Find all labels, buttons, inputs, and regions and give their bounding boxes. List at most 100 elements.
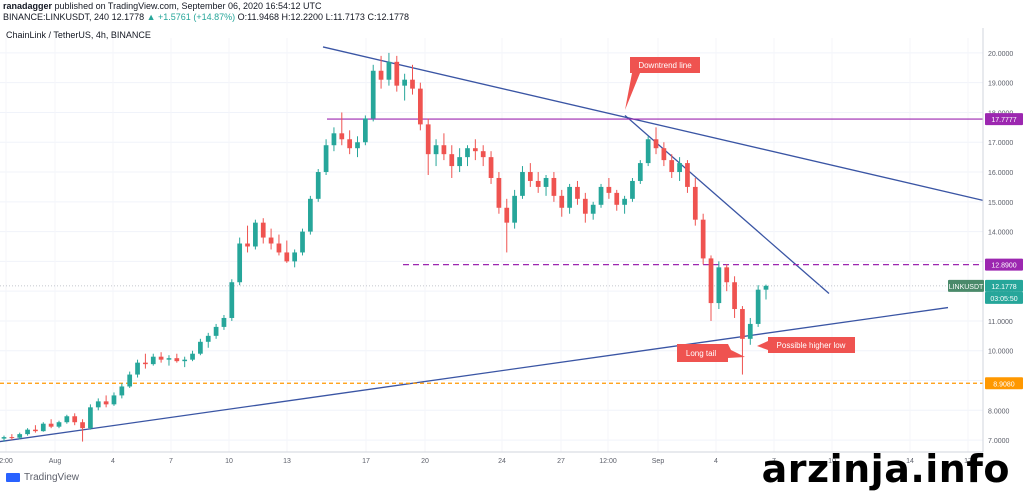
time-tick-label: 7: [772, 458, 776, 465]
candle-body: [661, 148, 667, 161]
callout-higher-low-text: Possible higher low: [777, 341, 846, 350]
candle-body: [33, 429, 38, 432]
price-label-12-8900-bg: [985, 258, 1023, 271]
candle-body: [48, 423, 54, 427]
time-tick-label: 17: [964, 458, 972, 465]
countdown-label: 03:05:50: [990, 296, 1017, 303]
ohlc-open: O:11.9468: [237, 12, 279, 22]
candle-body: [535, 180, 541, 187]
candle-body: [575, 186, 580, 199]
price-label-17-7777: 17.7777: [991, 117, 1016, 124]
candle-body: [17, 434, 23, 438]
candle-body: [582, 198, 588, 214]
candle-body: [590, 204, 596, 214]
candle-body: [488, 157, 494, 178]
candle-body: [190, 353, 195, 360]
candle-body: [614, 192, 620, 205]
chart-title: ChainLink / TetherUS, 4h, BINANCE: [6, 30, 151, 40]
time-tick-label: 20: [421, 458, 429, 465]
price-tick-label: 7.0000: [988, 438, 1010, 445]
candle-body: [150, 356, 156, 365]
candle-body: [543, 177, 549, 187]
price-change: ▲ +1.5761 (+14.87%): [146, 12, 236, 22]
candle-body: [127, 374, 133, 387]
downtrend-line: [624, 114, 830, 295]
candle-body: [370, 70, 376, 119]
candle-body: [669, 160, 675, 173]
candle-body: [480, 151, 486, 158]
ohlc-low: L:11.7173: [325, 12, 365, 22]
callout-downtrend-text: Downtrend line: [638, 61, 692, 70]
candle-body: [559, 195, 565, 208]
candle-body: [80, 422, 85, 429]
publish-line: ranadagger published on TradingView.com,…: [3, 1, 322, 11]
candle-body: [394, 61, 400, 86]
price-tick-label: 16.0000: [988, 170, 1013, 177]
symbol-info-line: BINANCE:LINKUSDT, 240 12.1778 ▲ +1.5761 …: [3, 12, 409, 22]
candle-body: [143, 362, 148, 365]
candle-body: [441, 145, 447, 155]
candle-body: [645, 139, 651, 164]
candle-body: [653, 139, 659, 149]
candle-body: [103, 401, 109, 405]
candle-body: [95, 401, 101, 408]
rising-support-line: [0, 306, 949, 443]
last-price-label-bg: [985, 279, 1023, 292]
symbol-label: LINKUSDT: [949, 284, 984, 291]
candle-body: [284, 252, 290, 262]
candle-body: [417, 88, 423, 125]
time-tick-label: 4: [111, 458, 115, 465]
candle-body: [551, 177, 557, 196]
candle-body: [755, 289, 761, 324]
price-tick-label: 10.0000: [988, 349, 1013, 356]
candle-body: [56, 422, 62, 427]
candle-body: [323, 145, 329, 173]
candle-body: [198, 341, 203, 354]
candle-body: [520, 172, 525, 196]
time-tick-label: 27: [557, 458, 565, 465]
callout-downtrend-bg: [625, 57, 700, 110]
last-price: 12.1778: [111, 12, 145, 22]
price-tick-label: 11.0000: [988, 319, 1013, 326]
candle-body: [111, 395, 117, 405]
candle-body: [402, 79, 407, 86]
candle-body: [158, 356, 164, 360]
logo-text: TradingView: [24, 472, 80, 483]
candle-body: [433, 145, 439, 155]
candle-body: [205, 335, 211, 342]
candle-body: [72, 416, 78, 423]
price-tick-label: 19.0000: [988, 81, 1013, 88]
candle-body: [245, 243, 250, 247]
price-tick-label: 20.0000: [988, 51, 1013, 58]
time-tick-label: 17: [362, 458, 370, 465]
candle-body: [677, 163, 682, 173]
grid-lines: [0, 38, 983, 452]
candle-body: [630, 180, 635, 199]
tradingview-logo-icon: [6, 473, 20, 482]
candle-body: [410, 79, 415, 89]
candle-body: [527, 172, 533, 181]
candle-body: [598, 186, 604, 205]
candle-body: [25, 429, 30, 435]
candle-body: [512, 195, 517, 223]
callout-long-tail-bg: [677, 344, 745, 362]
candle-body: [606, 186, 612, 193]
tradingview-logo[interactable]: TradingView: [6, 472, 79, 483]
candle-body: [363, 118, 368, 143]
time-tick-label: 7: [169, 458, 173, 465]
candle-body: [339, 133, 345, 140]
candle-body: [229, 282, 235, 318]
candle-body: [88, 407, 93, 429]
time-tick-label: 10: [828, 458, 836, 465]
candle-body: [449, 154, 455, 167]
candle-body: [465, 148, 470, 158]
candle-body: [213, 326, 219, 336]
candle-body: [763, 285, 769, 290]
time-tick-label: 4: [714, 458, 718, 465]
candle-body: [166, 358, 172, 360]
candle-body: [300, 231, 305, 253]
candles: [1, 52, 769, 442]
candle-body: [268, 237, 274, 244]
candle-body: [355, 142, 360, 149]
